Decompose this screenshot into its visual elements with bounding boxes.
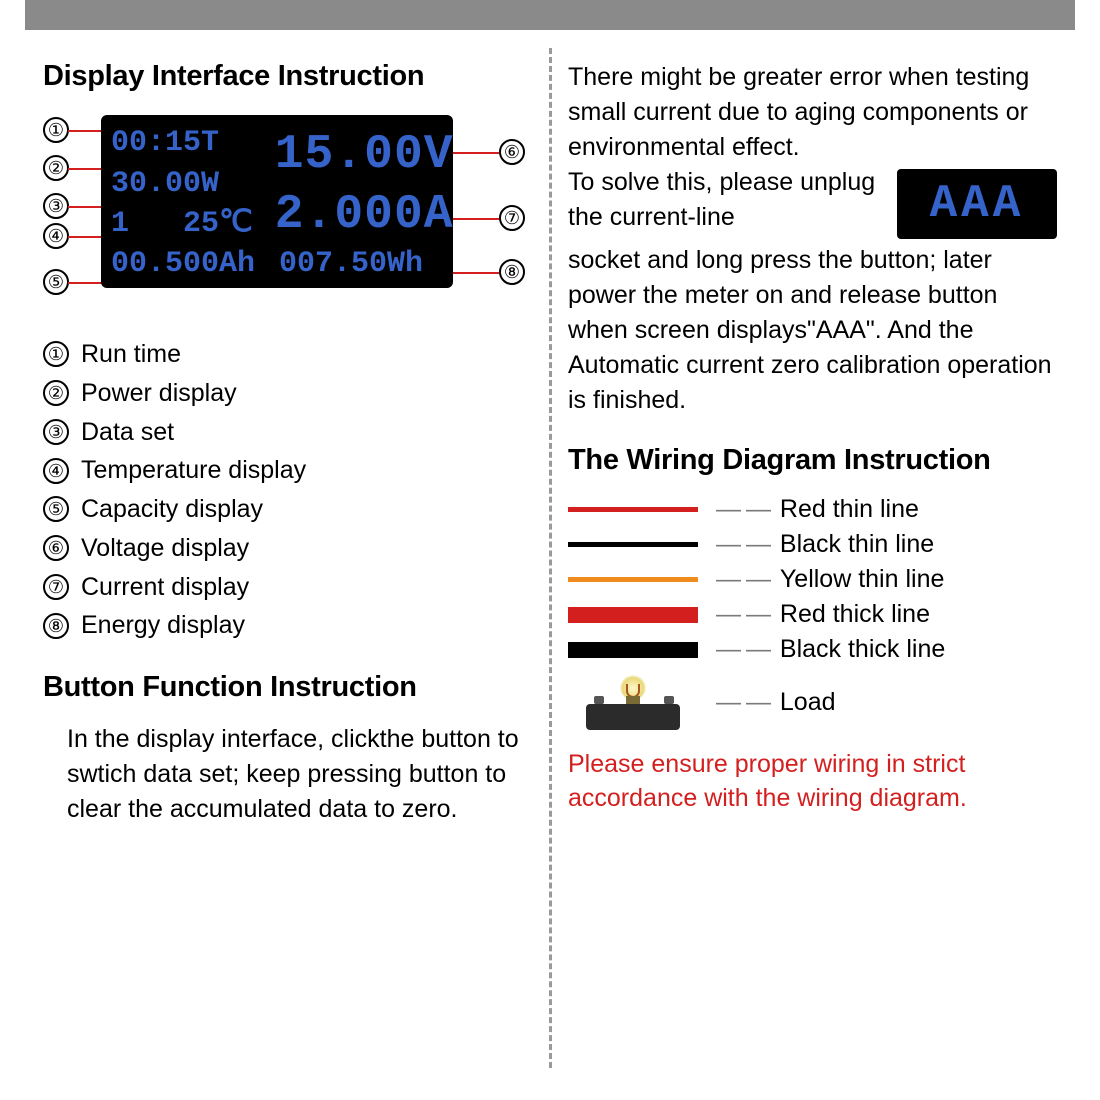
swatch-black-thin: [568, 542, 698, 547]
page: Display Interface Instruction ① ② ③ ④ ⑤ …: [25, 40, 1075, 847]
error-note-paragraph-2b: socket and long press the button; later …: [568, 243, 1057, 418]
leader-6: [447, 152, 499, 154]
swatch-red-thin: [568, 507, 698, 512]
legend-item-8: ⑧Energy display: [43, 606, 532, 645]
legend-item-6: ⑥Voltage display: [43, 529, 532, 568]
legend-item-7: ⑦Current display: [43, 568, 532, 607]
callout-num-8: ⑧: [499, 259, 525, 285]
load-icon: [568, 674, 698, 730]
lcd-callout-diagram: ① ② ③ ④ ⑤ ⑥ ⑦ ⑧ 00:15T 30.00W: [43, 111, 532, 311]
callout-num-6: ⑥: [499, 139, 525, 165]
swatch-yellow-thin: [568, 577, 698, 582]
leader-8: [447, 272, 499, 274]
wire-black-thick: Black thick line: [568, 635, 1057, 664]
wiring-diagram-title: The Wiring Diagram Instruction: [568, 444, 1057, 477]
legend-item-3: ③Data set: [43, 413, 532, 452]
lcd-runtime: 00:15T: [111, 123, 253, 164]
knob-right-icon: [664, 696, 674, 704]
load-base-icon: [586, 704, 680, 730]
right-column: There might be greater error when testin…: [550, 40, 1075, 847]
legend-item-2: ②Power display: [43, 374, 532, 413]
legend-item-1: ①Run time: [43, 335, 532, 374]
swatch-red-thick: [568, 607, 698, 623]
aaa-display-box: AAA: [897, 169, 1057, 239]
wiring-legend: Red thin line Black thin line Yellow thi…: [568, 495, 1057, 730]
lcd-screen: 00:15T 30.00W 1 25℃ 15.00V 2.000A 00.500…: [101, 115, 453, 288]
legend-item-5: ⑤Capacity display: [43, 490, 532, 529]
button-function-title: Button Function Instruction: [43, 671, 532, 704]
wire-load: Load: [568, 674, 1057, 730]
error-note-paragraph-1: There might be greater error when testin…: [568, 60, 1057, 165]
lcd-capacity: 00.500Ah: [111, 247, 255, 281]
wire-yellow-thin: Yellow thin line: [568, 565, 1057, 594]
callout-num-7: ⑦: [499, 205, 525, 231]
lcd-power: 30.00W: [111, 164, 253, 205]
callout-num-4: ④: [43, 223, 69, 249]
lcd-energy: 007.50Wh: [279, 247, 423, 281]
top-bar: [25, 0, 1075, 30]
display-interface-title: Display Interface Instruction: [43, 60, 532, 93]
legend-item-4: ④Temperature display: [43, 451, 532, 490]
callout-num-2: ②: [43, 155, 69, 181]
leader-7: [447, 218, 499, 220]
button-function-text: In the display interface, clickthe butto…: [43, 722, 532, 827]
wire-red-thin: Red thin line: [568, 495, 1057, 524]
swatch-black-thick: [568, 642, 698, 658]
wire-red-thick: Red thick line: [568, 600, 1057, 629]
knob-left-icon: [594, 696, 604, 704]
wire-black-thin: Black thin line: [568, 530, 1057, 559]
left-column: Display Interface Instruction ① ② ③ ④ ⑤ …: [25, 40, 550, 847]
callout-num-5: ⑤: [43, 269, 69, 295]
lcd-voltage: 15.00V: [275, 125, 454, 185]
callout-num-3: ③: [43, 193, 69, 219]
callout-num-1: ①: [43, 117, 69, 143]
lcd-dataset-temp: 1 25℃: [111, 204, 253, 245]
callout-legend-list: ①Run time ②Power display ③Data set ④Temp…: [43, 335, 532, 645]
lcd-current: 2.000A: [275, 185, 454, 245]
wiring-warning: Please ensure proper wiring in strict ac…: [568, 748, 1057, 816]
